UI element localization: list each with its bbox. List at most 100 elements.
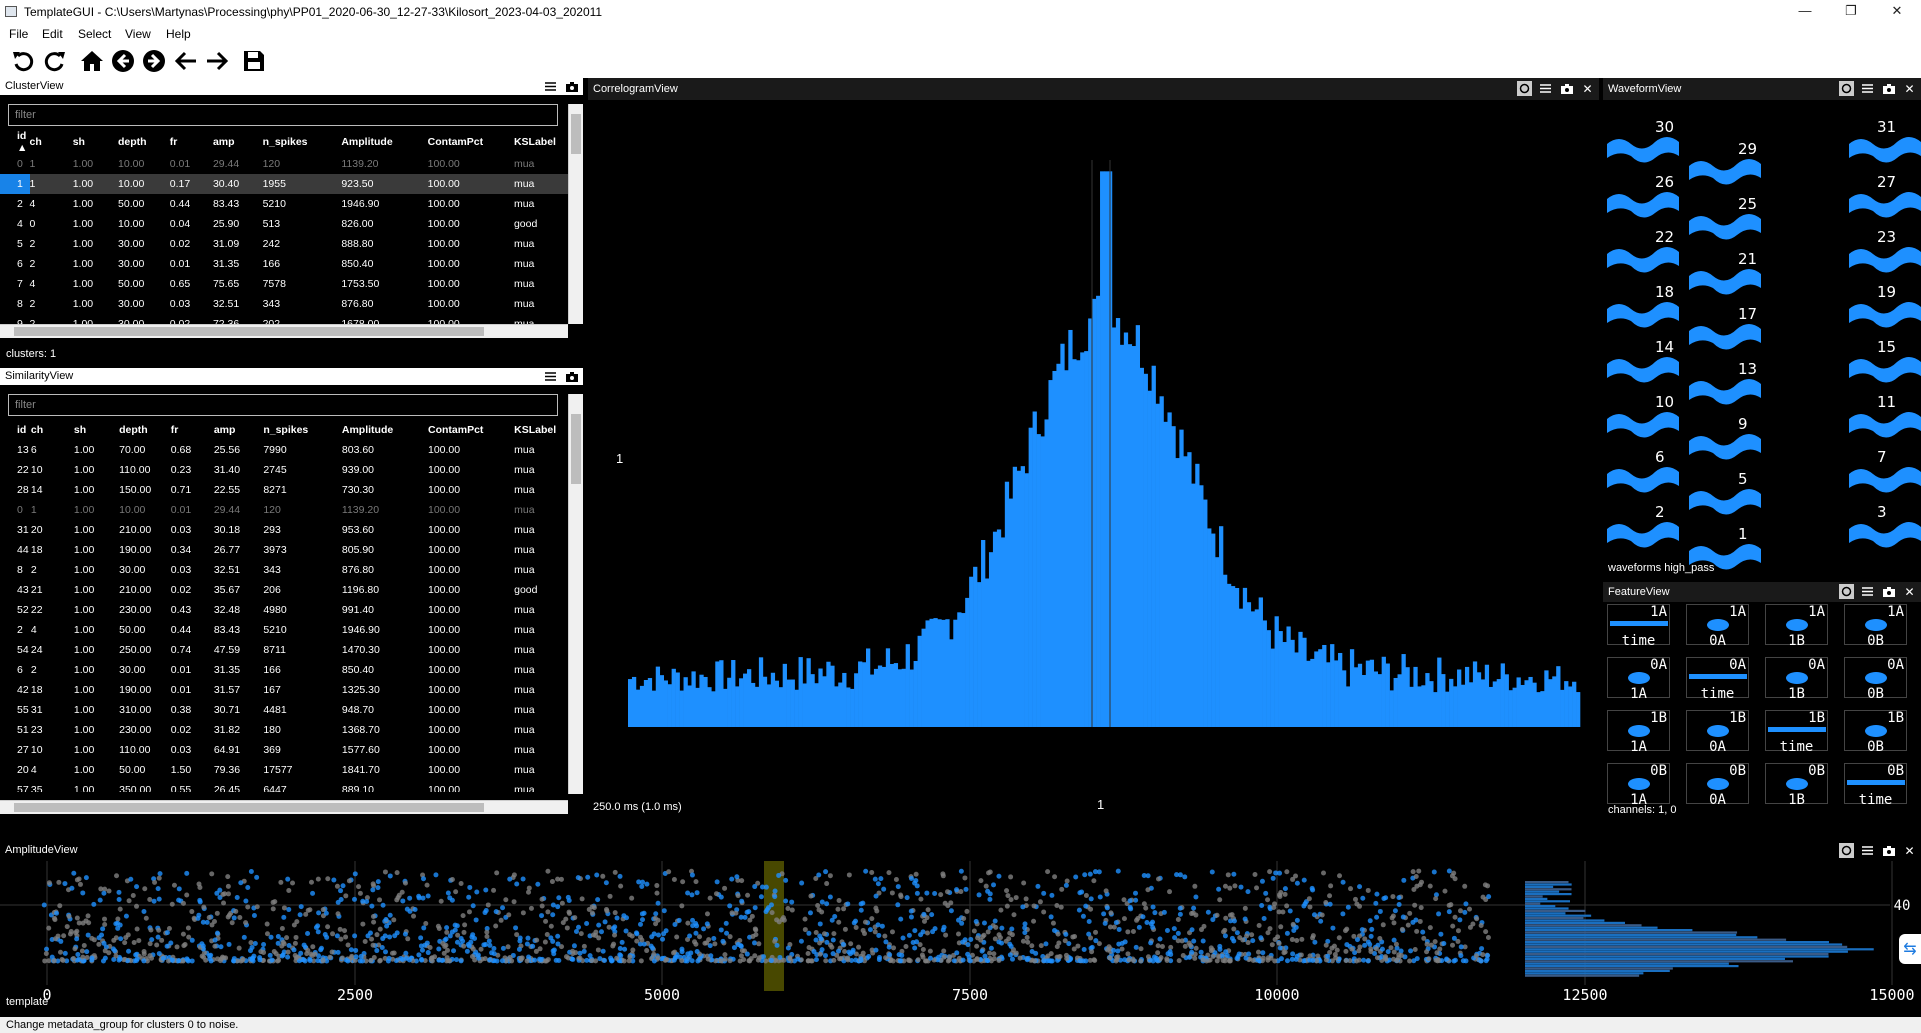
save-icon[interactable]: [240, 47, 268, 75]
menu-icon[interactable]: [1860, 843, 1875, 858]
camera-icon[interactable]: [1881, 81, 1896, 96]
table-row[interactable]: 6 2 1.00 30.00 0.01 31.35 166 850.40 100.00 mua: [0, 660, 568, 680]
cluster-vertical-scrollbar[interactable]: [568, 104, 583, 324]
table-row[interactable]: 4 0 1.00 10.00 0.04 25.90 513 826.00 100.00 good: [0, 214, 568, 234]
menu-view[interactable]: View: [125, 27, 151, 41]
feature-cell[interactable]: 0A 1B: [1765, 657, 1828, 702]
undo-icon[interactable]: [10, 47, 38, 75]
menu-select[interactable]: Select: [78, 27, 112, 41]
feature-cell[interactable]: 0B time: [1844, 763, 1907, 808]
time-highlight[interactable]: [764, 861, 784, 991]
column-header[interactable]: amp: [212, 136, 235, 148]
column-header[interactable]: depth: [119, 424, 148, 436]
feature-cell[interactable]: 1A 0B: [1844, 604, 1907, 649]
table-row[interactable]: 28 14 1.00 150.00 0.71 22.55 8271 730.30 100.00 m…: [0, 480, 568, 500]
table-row[interactable]: 7 4 1.00 50.00 0.65 75.65 7578 1753.50 100.00 mua: [0, 274, 568, 294]
maximize-button[interactable]: ❐: [1845, 3, 1857, 18]
column-header[interactable]: fr: [170, 424, 179, 436]
menu-edit[interactable]: Edit: [42, 27, 63, 41]
close-window-button[interactable]: ✕: [1891, 3, 1903, 18]
arrow-right-icon[interactable]: [203, 47, 231, 75]
home-icon[interactable]: [78, 47, 106, 75]
table-row[interactable]: 8 2 1.00 30.00 0.03 32.51 343 876.80 100.00 mua: [0, 294, 568, 314]
similarity-horizontal-scrollbar[interactable]: [0, 800, 568, 814]
column-header[interactable]: n_spikes: [262, 136, 308, 148]
menu-file[interactable]: File: [9, 27, 29, 41]
close-icon[interactable]: ✕: [1904, 843, 1915, 858]
camera-icon[interactable]: [564, 79, 579, 94]
feature-cell[interactable]: 1A time: [1607, 604, 1670, 649]
camera-icon[interactable]: [564, 369, 579, 384]
feature-cell[interactable]: 0A 1A: [1607, 657, 1670, 702]
feature-cell[interactable]: 1A 0A: [1686, 604, 1749, 649]
table-row[interactable]: 27 10 1.00 110.00 0.03 64.91 369 1577.60 100.00 m…: [0, 740, 568, 760]
table-row[interactable]: 57 35 1.00 350.00 0.55 26.45 6447 889.10 100.00 m…: [0, 780, 568, 792]
arrow-left-icon[interactable]: [172, 47, 200, 75]
column-header[interactable]: Amplitude: [341, 424, 394, 436]
table-row[interactable]: 20 4 1.00 50.00 1.50 79.36 17577 1841.70 100.00 m…: [0, 760, 568, 780]
table-row[interactable]: 22 10 1.00 110.00 0.23 31.40 2745 939.00 100.00 m…: [0, 460, 568, 480]
menu-icon[interactable]: [1538, 81, 1553, 96]
column-header[interactable]: sh: [73, 424, 87, 436]
menu-icon[interactable]: [1860, 584, 1875, 599]
refresh-icon[interactable]: [1839, 584, 1854, 599]
menu-icon[interactable]: [543, 79, 558, 94]
table-row[interactable]: 44 18 1.00 190.00 0.34 26.77 3973 805.90 100.00 m…: [0, 540, 568, 560]
table-row[interactable]: 6 2 1.00 30.00 0.01 31.35 166 850.40 100.00 mua: [0, 254, 568, 274]
table-row[interactable]: 42 18 1.00 190.00 0.01 31.57 167 1325.30 100.00 m…: [0, 680, 568, 700]
table-row[interactable]: 13 6 1.00 70.00 0.68 25.56 7990 803.60 100.00 mua: [0, 440, 568, 460]
column-header[interactable]: ch: [30, 424, 44, 436]
table-row[interactable]: 1 1 1.00 10.00 0.17 30.40 1955 923.50 100.00 mua: [0, 174, 568, 194]
column-header[interactable]: KSLabel: [513, 136, 556, 148]
menu-icon[interactable]: [1860, 81, 1875, 96]
feature-cell[interactable]: 0B 1B: [1765, 763, 1828, 808]
similarity-vertical-scrollbar[interactable]: [568, 394, 583, 794]
table-row[interactable]: 0 1 1.00 10.00 0.01 29.44 120 1139.20 100.00 mua: [0, 154, 568, 174]
waveform-plot[interactable]: 30 29 31 26 25 27 22 21 23 18 17 19 14 13 15 10 9 11 6 5 7 2 1…: [1603, 100, 1921, 570]
feature-grid[interactable]: 1A time 1A 0A 1A 1B 1A 0B 0A 1A 0A time 0A 1B 0A 0B 1B 1A…: [1603, 604, 1921, 808]
column-header[interactable]: id ▲: [17, 130, 28, 154]
column-header[interactable]: KSLabel: [514, 424, 557, 436]
column-header[interactable]: id: [17, 424, 27, 436]
feature-cell[interactable]: 1A 1B: [1765, 604, 1828, 649]
table-row[interactable]: 8 2 1.00 30.00 0.03 32.51 343 876.80 100.00 mua: [0, 560, 568, 580]
cluster-horizontal-scrollbar[interactable]: [0, 324, 568, 338]
feature-cell[interactable]: 1B 1A: [1607, 710, 1670, 755]
camera-icon[interactable]: [1559, 81, 1574, 96]
camera-icon[interactable]: [1881, 584, 1896, 599]
feature-cell[interactable]: 1B 0B: [1844, 710, 1907, 755]
cluster-filter-input[interactable]: filter: [8, 104, 558, 126]
table-row[interactable]: 54 24 1.00 250.00 0.74 47.59 8711 1470.30 100.00…: [0, 640, 568, 660]
correlogram-plot[interactable]: [588, 100, 1599, 800]
table-row[interactable]: 51 23 1.00 230.00 0.02 31.82 180 1368.70 100.00 m…: [0, 720, 568, 740]
column-header[interactable]: Amplitude: [341, 136, 393, 148]
menu-icon[interactable]: [543, 369, 558, 384]
column-header[interactable]: depth: [118, 136, 147, 148]
column-header[interactable]: fr: [169, 136, 178, 148]
feature-cell[interactable]: 0B 0A: [1686, 763, 1749, 808]
refresh-icon[interactable]: [1839, 843, 1854, 858]
minimize-button[interactable]: —: [1798, 3, 1812, 18]
close-icon[interactable]: ✕: [1904, 584, 1915, 599]
redo-icon[interactable]: [40, 47, 68, 75]
feature-cell[interactable]: 1B time: [1765, 710, 1828, 755]
table-row[interactable]: 31 20 1.00 210.00 0.03 30.18 293 953.60 100.00 mu…: [0, 520, 568, 540]
table-row[interactable]: 43 21 1.00 210.00 0.02 35.67 206 1196.80 100.00 g…: [0, 580, 568, 600]
column-header[interactable]: ContamPct: [428, 424, 484, 436]
menu-help[interactable]: Help: [166, 27, 191, 41]
close-icon[interactable]: ✕: [1904, 81, 1915, 96]
refresh-icon[interactable]: [1839, 81, 1854, 96]
similarity-filter-input[interactable]: filter: [8, 394, 558, 416]
column-header[interactable]: amp: [213, 424, 236, 436]
feature-cell[interactable]: 1B 0A: [1686, 710, 1749, 755]
feature-cell[interactable]: 0A time: [1686, 657, 1749, 702]
circle-back-icon[interactable]: [109, 47, 137, 75]
table-row[interactable]: 55 31 1.00 310.00 0.38 30.71 4481 948.70 100.00 m…: [0, 700, 568, 720]
close-icon[interactable]: ✕: [1582, 81, 1593, 96]
table-row[interactable]: 2 4 1.00 50.00 0.44 83.43 5210 1946.90 100.00 mua: [0, 620, 568, 640]
column-header[interactable]: sh: [72, 136, 85, 148]
table-row[interactable]: 2 4 1.00 50.00 0.44 83.43 5210 1946.90 100.00 mua: [0, 194, 568, 214]
column-header[interactable]: ch: [29, 136, 42, 148]
column-header[interactable]: ContamPct: [427, 136, 484, 148]
column-header[interactable]: n_spikes: [263, 424, 309, 436]
